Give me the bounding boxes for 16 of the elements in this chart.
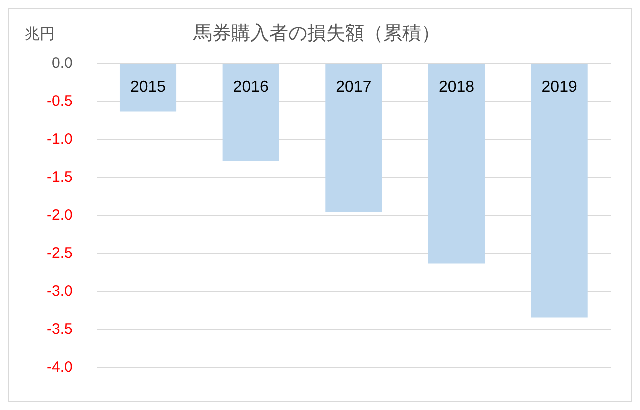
x-tick-label: 2016 — [233, 79, 269, 96]
y-tick-label: -2.0 — [46, 207, 73, 224]
y-tick-label: 0.0 — [52, 54, 73, 72]
y-tick-label: -3.5 — [46, 321, 73, 338]
y-tick-label: -0.5 — [46, 92, 73, 110]
y-tick-label: -1.0 — [46, 130, 73, 148]
chart-title: 馬券購入者の損失額（累積） — [192, 24, 440, 45]
x-tick-label: 2017 — [336, 79, 372, 96]
x-tick-label: 2015 — [130, 79, 166, 96]
y-tick-label: -4.0 — [46, 359, 73, 376]
y-axis-title: 兆円 — [25, 26, 55, 44]
y-tick-label: -2.5 — [46, 245, 73, 262]
y-tick-label: -3.0 — [46, 283, 73, 300]
x-tick-label: 2019 — [542, 79, 578, 96]
x-tick-label: 2018 — [438, 79, 475, 96]
y-tick-label: -1.5 — [46, 169, 73, 186]
